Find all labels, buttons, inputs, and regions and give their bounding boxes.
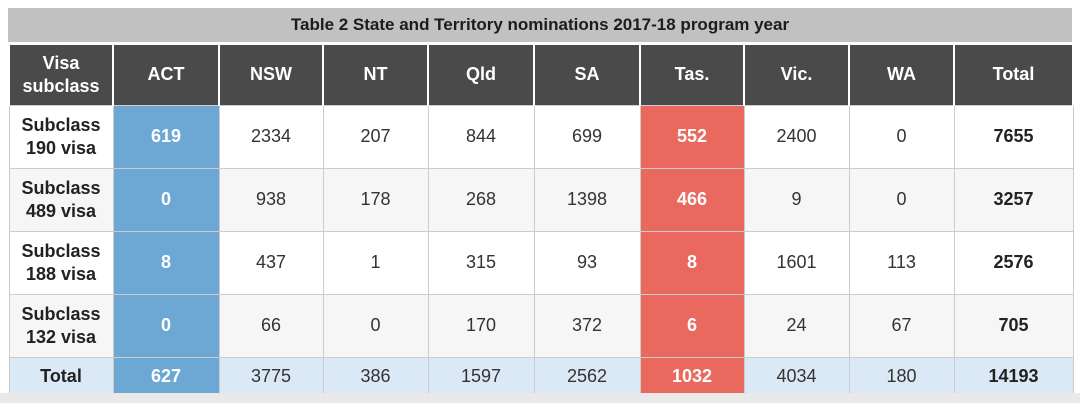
table-cell: 0 (112, 168, 220, 232)
column-header-qld: Qld (427, 45, 535, 106)
row-label: Subclass 188 visa (8, 231, 114, 295)
table-cell: 9 (743, 168, 850, 232)
column-header-nt: NT (322, 45, 429, 106)
column-header-total: Total (953, 45, 1074, 106)
table-cell: 466 (639, 168, 745, 232)
table-cell: 844 (427, 105, 535, 169)
table-cell: 24 (743, 294, 850, 358)
column-header-visa-subclass: Visa subclass (8, 45, 114, 106)
table-cell: 938 (218, 168, 324, 232)
nominations-table: Table 2 State and Territory nominations … (8, 8, 1074, 396)
table-cell: 2562 (533, 357, 641, 396)
table-cell: 207 (322, 105, 429, 169)
table-cell: 386 (322, 357, 429, 396)
table-cell: 627 (112, 357, 220, 396)
table-cell: 8 (639, 231, 745, 295)
table-cell: 67 (848, 294, 955, 358)
table-cell: 180 (848, 357, 955, 396)
table-cell: 372 (533, 294, 641, 358)
table-cell: 0 (322, 294, 429, 358)
table-row: Subclass 489 visa 0 938 178 268 1398 466 9 0 3257 (8, 168, 1074, 232)
data-table: Visa subclass ACT NSW NT Qld SA Tas. Vic. WA Tota… (8, 45, 1074, 396)
table-cell: 619 (112, 105, 220, 169)
table-cell: 4034 (743, 357, 850, 396)
table-title: Table 2 State and Territory nominations … (8, 8, 1072, 42)
table-cell: 3775 (218, 357, 324, 396)
table-cell: 1 (322, 231, 429, 295)
table-cell: 0 (848, 168, 955, 232)
total-row-label: Total (8, 357, 114, 396)
table-cell: 2400 (743, 105, 850, 169)
column-header-tas: Tas. (639, 45, 745, 106)
row-label: Subclass 132 visa (8, 294, 114, 358)
column-header-sa: SA (533, 45, 641, 106)
table-cell: 93 (533, 231, 641, 295)
table-cell: 437 (218, 231, 324, 295)
table-cell: 0 (848, 105, 955, 169)
row-label: Subclass 489 visa (8, 168, 114, 232)
row-label: Subclass 190 visa (8, 105, 114, 169)
table-cell: 705 (953, 294, 1074, 358)
table-cell: 1597 (427, 357, 535, 396)
bottom-divider (0, 393, 1080, 403)
table-cell: 3257 (953, 168, 1074, 232)
table-cell: 1032 (639, 357, 745, 396)
table-cell: 66 (218, 294, 324, 358)
table-row: Subclass 132 visa 0 66 0 170 372 6 24 67 705 (8, 294, 1074, 358)
column-header-nsw: NSW (218, 45, 324, 106)
column-header-wa: WA (848, 45, 955, 106)
table-cell: 2576 (953, 231, 1074, 295)
table-row: Subclass 190 visa 619 2334 207 844 699 552 2400… (8, 105, 1074, 169)
table-cell: 6 (639, 294, 745, 358)
table-cell: 170 (427, 294, 535, 358)
table-row: Subclass 188 visa 8 437 1 315 93 8 1601 113 2576 (8, 231, 1074, 295)
column-header-act: ACT (112, 45, 220, 106)
table-cell: 8 (112, 231, 220, 295)
table-cell: 699 (533, 105, 641, 169)
table-cell: 0 (112, 294, 220, 358)
table-cell: 1601 (743, 231, 850, 295)
table-cell: 552 (639, 105, 745, 169)
table-cell: 14193 (953, 357, 1074, 396)
table-cell: 1398 (533, 168, 641, 232)
table-cell: 268 (427, 168, 535, 232)
column-header-vic: Vic. (743, 45, 850, 106)
table-cell: 315 (427, 231, 535, 295)
table-cell: 7655 (953, 105, 1074, 169)
total-row: Total 627 3775 386 1597 2562 1032 4034 180 14193 (8, 357, 1074, 396)
table-cell: 113 (848, 231, 955, 295)
table-cell: 178 (322, 168, 429, 232)
header-row: Visa subclass ACT NSW NT Qld SA Tas. Vic. WA Tota… (8, 45, 1074, 106)
table-cell: 2334 (218, 105, 324, 169)
